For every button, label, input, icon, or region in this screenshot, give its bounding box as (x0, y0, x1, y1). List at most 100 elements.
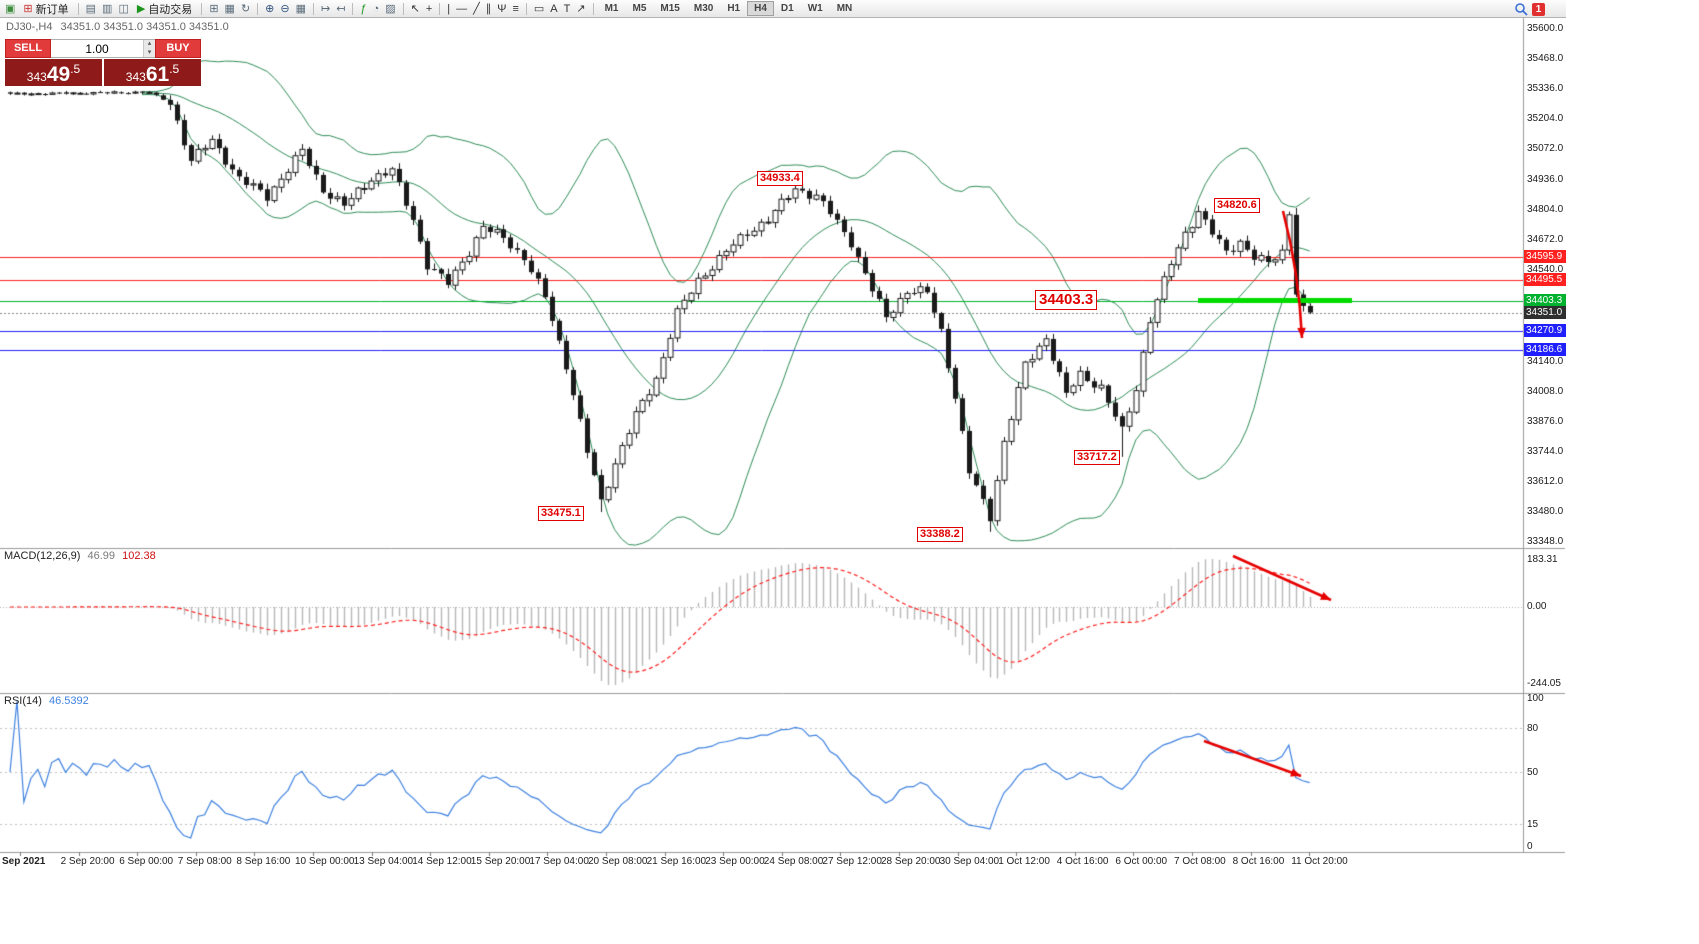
time-axis-label: 28 Sep 20:00 (881, 856, 941, 867)
price-level-label[interactable]: 34186.6 (1524, 343, 1566, 357)
price-annotation[interactable]: 34403.3 (1035, 290, 1098, 310)
zoom-out-icon[interactable]: ⊖ (277, 1, 292, 17)
price-annotation[interactable]: 33388.2 (917, 527, 963, 542)
text-icon[interactable]: A (547, 1, 560, 17)
arrow-tool-icon[interactable]: ↗ (573, 1, 588, 17)
price-annotation[interactable]: 33717.2 (1074, 450, 1120, 465)
timeframe-button-h4[interactable]: H4 (747, 1, 774, 16)
buy-button[interactable]: BUY (155, 39, 201, 58)
rsi-label: RSI(14) 46.5392 (4, 695, 93, 707)
auto-trading-button[interactable]: ▶ 自动交易 (132, 1, 197, 17)
data-window-icon[interactable]: ▥ (99, 1, 115, 17)
cursor-icon-glyph: ↖ (410, 2, 420, 15)
auto-scroll-icon-glyph: ↦ (321, 2, 331, 15)
time-axis-label: 11 Oct 20:00 (1291, 856, 1348, 867)
new-order-button[interactable]: ⊞ 新订单 (18, 1, 73, 17)
shapes-icon[interactable]: ▭ (531, 1, 547, 17)
price-level-label[interactable]: 34270.9 (1524, 324, 1566, 338)
macd-axis-value: 0.00 (1527, 601, 1547, 612)
volume-control: ▴ ▾ (51, 39, 155, 58)
cursor-icon[interactable]: ↖ (408, 1, 423, 17)
timeframe-button-m5[interactable]: M5 (632, 3, 647, 14)
buy-price[interactable]: 343 61.5 (104, 59, 201, 86)
indicators-icon[interactable]: ƒ (357, 1, 369, 17)
timeframe-button-d1[interactable]: D1 (780, 3, 794, 14)
time-axis-label: 30 Sep 04:00 (939, 856, 1000, 867)
toolbar-separator (257, 2, 259, 15)
profiles-icon[interactable]: ▦ (222, 1, 238, 17)
new-chart-icon-glyph: ⊞ (209, 2, 219, 15)
time-axis-label: 14 Sep 12:00 (412, 856, 472, 867)
time-axis-label: 7 Sep 08:00 (177, 856, 232, 867)
vertical-line-icon[interactable]: | (444, 1, 453, 17)
search-icon[interactable] (1514, 2, 1528, 16)
price-axis-tick: 33744.0 (1527, 445, 1564, 457)
volume-decrease-icon[interactable]: ▾ (147, 48, 152, 56)
sell-price[interactable]: 343 49.5 (5, 59, 102, 86)
timeframe-button-m1[interactable]: M1 (604, 3, 619, 14)
price-axis-tick: 34008.0 (1527, 385, 1564, 397)
time-axis-label: 13 Sep 04:00 (353, 856, 414, 867)
price-digits: 343 (26, 70, 47, 84)
time-axis-label: 15 Sep 20:00 (470, 856, 531, 867)
time-axis-label: 4 Oct 16:00 (1056, 856, 1109, 867)
time-axis-label: 7 Oct 08:00 (1174, 856, 1226, 867)
price-annotation[interactable]: 34820.6 (1214, 198, 1260, 213)
new-order-button-label: 新订单 (35, 3, 69, 16)
templates-icon[interactable]: ▨ (382, 1, 398, 17)
notification-badge[interactable]: 1 (1532, 2, 1545, 16)
timeframe-button-mn[interactable]: MN (836, 3, 853, 14)
price-axis-tick: 33348.0 (1527, 536, 1564, 547)
periods-icon[interactable]: ◔ (370, 1, 383, 17)
channel-icon[interactable]: ∥ (483, 1, 495, 17)
price-digits: 343 (125, 70, 146, 84)
time-axis-label: 27 Sep 12:00 (822, 856, 882, 867)
new-order-icon: ⊞ (23, 3, 33, 15)
volume-spinner: ▴ ▾ (143, 40, 155, 57)
tile-windows-icon[interactable]: ▦ (293, 1, 309, 17)
timeframe-button-h1[interactable]: H1 (727, 3, 741, 14)
crosshair-icon[interactable]: + (423, 1, 435, 17)
time-axis-label: 8 Oct 16:00 (1232, 856, 1285, 867)
time-axis-label: 2 Sep 20:00 (60, 856, 115, 867)
rsi-value: 46.5392 (48, 695, 89, 707)
zoom-out-icon-glyph: ⊖ (280, 2, 290, 15)
price-level-label[interactable]: 34495.5 (1524, 273, 1566, 287)
price-level-label[interactable]: 34403.3 (1524, 294, 1566, 308)
auto-scroll-icon[interactable]: ↦ (318, 1, 333, 17)
chart-shift-icon[interactable]: ↤ (333, 1, 348, 17)
fibonacci-icon[interactable]: ≡ (509, 1, 521, 17)
market-watch-icon[interactable]: ▤ (83, 1, 99, 17)
timeframe-button-m30[interactable]: M30 (693, 3, 714, 14)
horizontal-line-icon[interactable]: ― (453, 1, 470, 17)
terminal-icon[interactable]: ▣ (2, 1, 18, 17)
price-annotation[interactable]: 34933.4 (757, 171, 803, 186)
price-axis-tick: 34672.0 (1527, 234, 1564, 246)
channel-icon-glyph: ∥ (485, 2, 492, 15)
volume-increase-icon[interactable]: ▴ (147, 40, 152, 47)
toolbar-separator (77, 2, 79, 15)
toolbar-items: ▣ ⊞ 新订单 ▤ ▥ ◫ ▶ 自动交易 ⊞ ▦ ↻ ⊕ ⊖ ▦ ↦ ↤ ƒ ◔ ▨ ↖ + | ― ╱ ∥ Ψ ≡ ▭ A T ↗ M1 M5… (2, 0, 859, 17)
time-axis-label: 6 Oct 00:00 (1115, 856, 1168, 867)
timeframe-button-w1[interactable]: W1 (807, 3, 823, 14)
price-digits: .5 (169, 62, 180, 76)
price-axis-tick: 35072.0 (1527, 143, 1564, 155)
price-level-label[interactable]: 34595.9 (1524, 250, 1566, 264)
price-digits: 61 (145, 63, 170, 86)
rsi-axis-value: 50 (1527, 767, 1539, 778)
refresh-icon[interactable]: ↻ (238, 1, 253, 17)
zoom-in-icon[interactable]: ⊕ (262, 1, 277, 17)
trendline-icon[interactable]: ╱ (470, 1, 483, 17)
timeframe-button-m15[interactable]: M15 (660, 3, 680, 14)
price-annotation[interactable]: 33475.1 (538, 506, 584, 521)
macd-value-signal: 102.38 (122, 550, 156, 562)
volume-input[interactable] (51, 40, 143, 57)
navigator-icon[interactable]: ◫ (115, 1, 131, 17)
pitchfork-icon[interactable]: Ψ (494, 1, 509, 17)
time-axis-label: 6 Sep 00:00 (119, 856, 174, 867)
label-icon[interactable]: T (561, 1, 574, 17)
new-chart-icon[interactable]: ⊞ (206, 1, 221, 17)
sell-button[interactable]: SELL (5, 39, 51, 58)
